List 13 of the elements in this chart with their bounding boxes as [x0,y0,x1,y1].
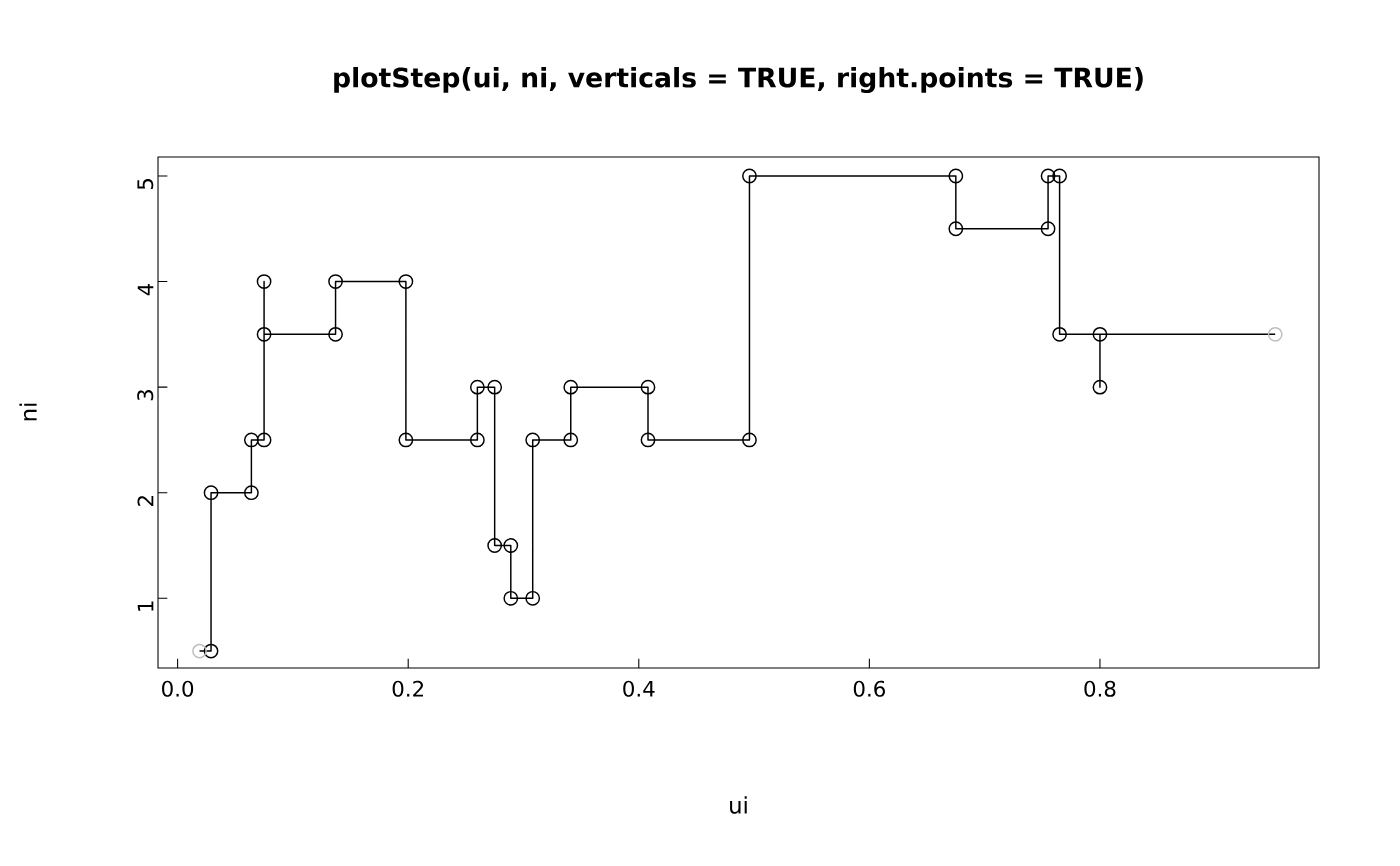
y-axis-title: ni [19,403,37,421]
y-tick-label: 2 [137,496,154,506]
x-axis-title: ui [730,796,747,814]
x-tick-label: 0.4 [623,680,655,697]
x-tick-label: 0.6 [853,680,885,697]
x-tick-label: 0.8 [1084,680,1116,697]
y-tick-label: 1 [137,601,154,611]
y-tick-label: 5 [137,179,154,190]
x-tick-label: 0.2 [392,680,424,697]
y-tick-label: 3 [137,390,154,401]
chart-title: plotStep(ui, ni, verticals = TRUE, right.points = TRUE) [334,66,1143,93]
y-tick-label: 4 [137,283,154,296]
x-tick-label: 0.0 [162,680,194,697]
